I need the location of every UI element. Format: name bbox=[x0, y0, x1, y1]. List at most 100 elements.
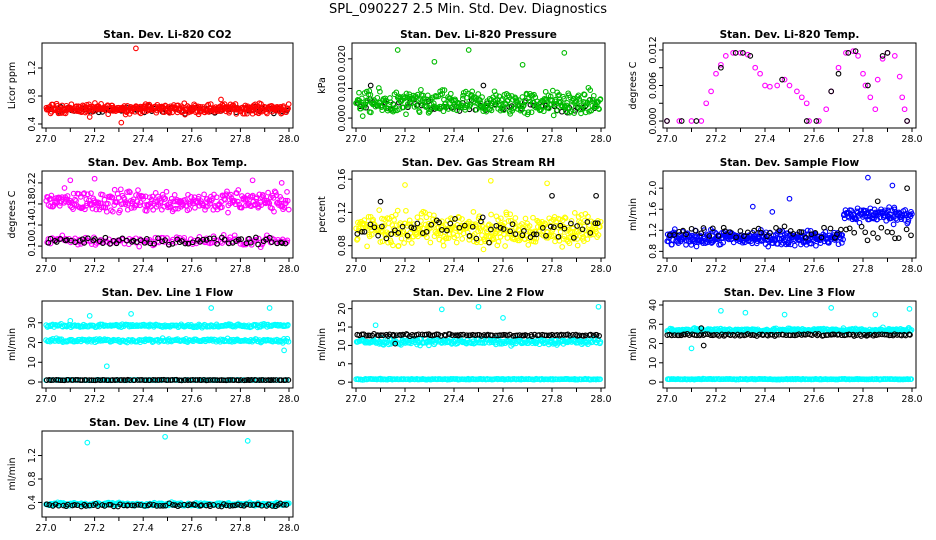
x-tick-label: 28.0 bbox=[278, 394, 299, 405]
data-point bbox=[454, 232, 460, 239]
data-point bbox=[521, 228, 527, 234]
data-point bbox=[875, 235, 881, 241]
data-point bbox=[447, 220, 454, 227]
data-point bbox=[870, 332, 877, 339]
data-point bbox=[109, 208, 116, 215]
data-point bbox=[225, 209, 231, 216]
data-point bbox=[889, 229, 895, 236]
data-point bbox=[89, 205, 96, 212]
data-point bbox=[175, 198, 181, 205]
data-point bbox=[500, 226, 507, 232]
data-point bbox=[63, 503, 70, 510]
series-black bbox=[664, 325, 913, 349]
data-point bbox=[178, 103, 185, 110]
y-tick-label: 0.8 bbox=[648, 244, 659, 259]
data-point bbox=[176, 377, 183, 384]
data-point bbox=[688, 118, 695, 124]
x-tick-label: 27.8 bbox=[230, 394, 251, 405]
data-point bbox=[781, 311, 788, 318]
data-point bbox=[757, 70, 763, 77]
data-point bbox=[711, 332, 717, 338]
data-point bbox=[872, 311, 879, 318]
x-tick-label: 27.0 bbox=[345, 264, 366, 275]
data-point bbox=[57, 236, 64, 242]
data-point bbox=[181, 100, 188, 107]
data-point bbox=[691, 332, 698, 338]
data-point bbox=[497, 225, 504, 231]
data-point bbox=[502, 243, 508, 249]
data-point bbox=[272, 189, 279, 196]
data-point bbox=[435, 230, 441, 237]
data-point bbox=[227, 377, 233, 383]
data-point bbox=[860, 70, 866, 77]
y-tick-label: 2.0 bbox=[648, 181, 659, 196]
data-point bbox=[235, 501, 241, 508]
y-tick-label: 0 bbox=[337, 379, 348, 385]
data-point bbox=[564, 100, 570, 106]
x-tick-label: 28.0 bbox=[901, 134, 922, 145]
data-point bbox=[47, 235, 54, 242]
data-point bbox=[426, 211, 433, 218]
data-point bbox=[780, 331, 787, 338]
data-point bbox=[361, 228, 368, 235]
data-point bbox=[109, 194, 116, 201]
data-point bbox=[703, 100, 710, 107]
series-magenta bbox=[664, 48, 910, 124]
data-point bbox=[413, 102, 420, 109]
data-point bbox=[516, 237, 523, 244]
data-point bbox=[713, 70, 719, 77]
data-point bbox=[713, 376, 719, 382]
data-point bbox=[843, 50, 849, 56]
data-point bbox=[597, 339, 604, 345]
data-point bbox=[231, 197, 238, 204]
x-tick-label: 27.4 bbox=[133, 134, 154, 145]
y-tick-label: 0.020 bbox=[337, 45, 348, 72]
y-axis-label: kPa bbox=[317, 77, 328, 94]
data-point bbox=[511, 236, 518, 243]
data-point bbox=[732, 50, 739, 56]
y-tick-label: 0 bbox=[27, 379, 38, 385]
data-point bbox=[592, 220, 599, 227]
data-point bbox=[215, 503, 222, 509]
data-point bbox=[755, 225, 762, 232]
data-point bbox=[562, 214, 568, 221]
data-point bbox=[596, 106, 602, 112]
data-point bbox=[765, 243, 772, 250]
data-point bbox=[593, 332, 600, 338]
data-point bbox=[693, 243, 700, 250]
y-tick-label: 0.8 bbox=[27, 88, 38, 103]
data-point bbox=[573, 331, 579, 338]
data-point bbox=[872, 106, 879, 113]
data-point bbox=[483, 332, 490, 339]
data-point bbox=[686, 332, 693, 338]
x-tick-label: 27.0 bbox=[656, 264, 677, 275]
data-point bbox=[376, 207, 383, 213]
data-point bbox=[118, 119, 125, 126]
data-point bbox=[278, 180, 285, 186]
y-axis-label: degrees C bbox=[7, 190, 18, 238]
x-tick-label: 27.6 bbox=[181, 523, 202, 534]
data-point bbox=[798, 94, 805, 101]
data-point bbox=[769, 209, 776, 215]
data-point bbox=[762, 82, 768, 89]
data-point bbox=[574, 228, 580, 235]
data-point bbox=[542, 221, 549, 228]
data-point bbox=[520, 102, 527, 109]
data-point bbox=[678, 118, 685, 124]
data-point bbox=[440, 108, 447, 115]
data-point bbox=[791, 242, 798, 249]
x-tick-label: 27.8 bbox=[852, 394, 873, 405]
data-point bbox=[375, 232, 381, 239]
data-point bbox=[159, 238, 166, 245]
x-tick-label: 28.0 bbox=[901, 264, 922, 275]
data-point bbox=[214, 240, 220, 247]
data-point bbox=[117, 207, 123, 214]
data-point bbox=[121, 103, 128, 109]
data-point bbox=[698, 325, 705, 331]
data-point bbox=[270, 377, 277, 383]
data-point bbox=[737, 228, 744, 234]
x-tick-label: 27.2 bbox=[84, 394, 105, 405]
data-point bbox=[414, 220, 421, 227]
y-tick-label: 1.6 bbox=[648, 202, 659, 217]
data-point bbox=[277, 500, 284, 507]
